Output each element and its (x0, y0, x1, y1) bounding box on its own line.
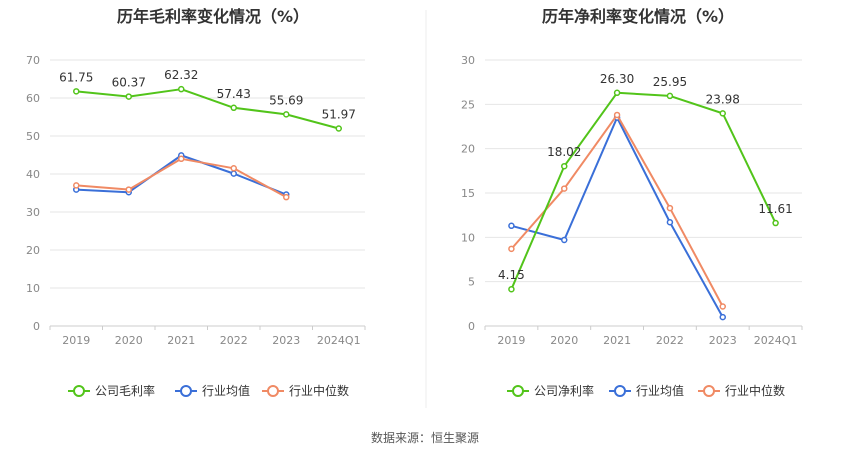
x-tick-label: 2021 (603, 334, 631, 347)
data-point-industry_avg (230, 170, 237, 177)
data-label: 51.97 (322, 108, 356, 122)
data-label: 26.30 (600, 72, 634, 86)
legend-item-company: 公司毛利率 (68, 383, 155, 398)
x-tick-label: 2023 (709, 334, 737, 347)
data-label: 62.32 (164, 68, 198, 82)
data-point-industry_median (666, 204, 674, 212)
series-line-company (510, 91, 777, 290)
data-label: 25.95 (653, 75, 687, 89)
legend-marker (180, 385, 192, 397)
y-tick-label: 25 (461, 98, 475, 111)
y-tick-label: 40 (26, 168, 40, 181)
data-point-company (178, 85, 185, 93)
x-tick-label: 2020 (550, 334, 578, 347)
data-point-company (230, 104, 237, 112)
chart-title: 历年净利率变化情况（%） (542, 7, 734, 26)
legend-item-industry_median: 行业中位数 (262, 383, 349, 398)
y-tick-label: 0 (468, 320, 475, 333)
data-label: 11.61 (758, 202, 792, 216)
data-point-industry_median (719, 303, 726, 310)
data-point-industry_median (561, 185, 568, 192)
data-label: 61.75 (59, 70, 93, 84)
legend-marker (614, 385, 626, 397)
x-tick-label: 2024Q1 (317, 334, 361, 347)
data-point-industry_median (125, 186, 132, 193)
data-label: 55.69 (269, 93, 303, 107)
legend-label: 行业均值 (636, 383, 684, 398)
y-tick-label: 70 (26, 54, 40, 67)
data-point-company (125, 93, 132, 100)
y-tick-label: 50 (26, 130, 40, 143)
data-point-industry_avg (666, 219, 674, 226)
legend-item-industry_median: 行业中位数 (698, 383, 785, 398)
data-label: 57.43 (217, 87, 251, 101)
data-point-industry_avg (508, 222, 515, 230)
data-point-industry_median (508, 245, 515, 253)
data-point-industry_median (613, 111, 621, 119)
data-label: 4.15 (498, 268, 525, 282)
legend-item-industry_avg: 行业均值 (175, 383, 250, 398)
legend-label: 行业均值 (202, 383, 250, 398)
x-tick-label: 2023 (272, 334, 300, 347)
y-tick-label: 20 (461, 143, 475, 156)
x-tick-label: 2021 (167, 334, 195, 347)
y-tick-label: 10 (26, 282, 40, 295)
x-tick-label: 2019 (62, 334, 90, 347)
x-tick-label: 2024Q1 (754, 334, 798, 347)
data-label: 60.37 (112, 76, 146, 90)
data-point-company (772, 219, 779, 227)
data-label: 18.02 (547, 145, 581, 159)
y-tick-label: 30 (26, 206, 40, 219)
x-tick-label: 2022 (656, 334, 684, 347)
chart-title: 历年毛利率变化情况（%） (117, 7, 309, 26)
source-note: 数据来源：恒生聚源 (371, 430, 479, 445)
data-point-company (335, 125, 342, 132)
data-label: 23.98 (706, 92, 740, 106)
chart-panel-2: 历年净利率变化情况（%） 0 5 10 15 20 25 30 2019 2020 2021 2022… (461, 7, 803, 398)
data-point-company (613, 89, 621, 97)
data-point-industry_median (178, 155, 185, 163)
data-point-company (508, 285, 515, 293)
y-tick-label: 60 (26, 92, 40, 105)
y-tick-label: 15 (461, 187, 475, 200)
x-tick-label: 2022 (220, 334, 248, 347)
data-point-company (73, 88, 80, 95)
x-tick-label: 2020 (115, 334, 143, 347)
data-point-company (666, 92, 674, 100)
legend-label: 公司毛利率 (95, 383, 155, 398)
data-point-industry_avg (719, 313, 726, 321)
x-tick-label: 2019 (497, 334, 525, 347)
data-point-industry_median (230, 165, 237, 172)
y-tick-label: 20 (26, 244, 40, 257)
legend-item-company: 公司净利率 (507, 383, 594, 398)
y-tick-label: 30 (461, 54, 475, 67)
data-point-industry_median (283, 193, 290, 201)
data-point-company (283, 111, 290, 118)
legend-label: 公司净利率 (534, 383, 594, 398)
y-tick-label: 10 (461, 231, 475, 244)
chart-panel-1: 历年毛利率变化情况（%） 0 10 20 30 40 50 60 70 2019 2020 2021 2… (26, 7, 366, 398)
legend-item-industry_avg: 行业均值 (609, 383, 684, 398)
y-tick-label: 0 (33, 320, 40, 333)
series-line-industry_median (510, 113, 724, 307)
legend-marker (512, 385, 524, 397)
legend-label: 行业中位数 (725, 383, 785, 398)
series-line-company (76, 88, 340, 130)
data-point-company (719, 110, 726, 117)
legend-marker (703, 385, 715, 397)
legend-marker (267, 385, 279, 397)
data-point-industry_median (73, 182, 80, 189)
data-point-industry_avg (561, 236, 568, 244)
y-tick-label: 5 (468, 276, 475, 289)
legend-label: 行业中位数 (289, 383, 349, 398)
data-point-company (561, 162, 568, 170)
legend-marker (73, 385, 85, 397)
